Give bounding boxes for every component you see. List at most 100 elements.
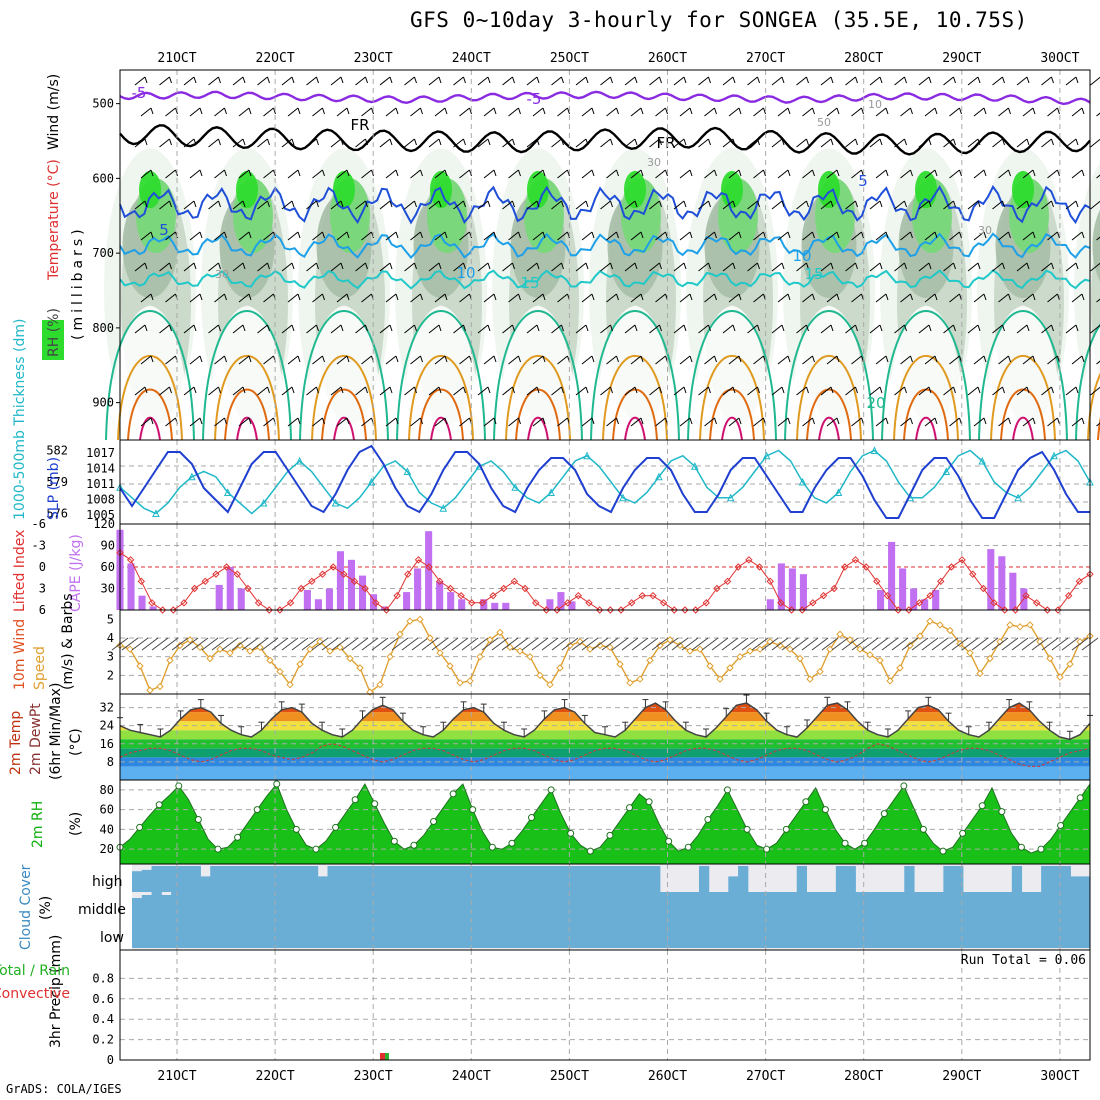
wind-barb	[967, 324, 979, 334]
wind-barb-flag	[512, 324, 515, 332]
wind-barb	[232, 386, 244, 396]
cloud-cell	[777, 922, 788, 948]
wind-barb	[820, 324, 832, 334]
cloud-cell	[1070, 876, 1081, 892]
wind-barb	[526, 262, 538, 272]
surface-wind-barb	[491, 637, 509, 651]
isotherm-dome	[139, 416, 161, 441]
wind-barb	[581, 355, 593, 365]
wind-barb-flag	[757, 324, 760, 332]
wind-barb-flag	[861, 293, 864, 301]
wind-barb-flag	[634, 262, 638, 270]
precip-tick-label: 0	[107, 1053, 114, 1067]
wind-barb	[526, 138, 538, 148]
wind-barb-flag	[1002, 324, 1005, 332]
rh-marker	[430, 818, 438, 826]
wind-barb	[1090, 386, 1100, 396]
wind-barb-flag	[836, 169, 840, 177]
cloud-cell	[1060, 892, 1071, 922]
surface-wind-barb	[251, 637, 269, 651]
wind-barb-flag	[904, 200, 907, 208]
wind-barb	[404, 386, 415, 396]
wind-barb-flag	[904, 324, 907, 332]
wind-barb-flag	[708, 386, 711, 394]
cape-legend: Lifted Index	[12, 530, 28, 612]
wind-barb-flag	[469, 107, 472, 115]
wind-barb	[459, 107, 470, 117]
wind-barb	[655, 293, 666, 303]
wind-barb	[698, 76, 709, 86]
x-tick-label-bottom: 24OCT	[452, 1069, 491, 1084]
wind-barb	[918, 262, 930, 272]
wind-barb-flag	[536, 76, 540, 84]
wind-barb-flag	[708, 76, 711, 84]
wind-barb-flag	[224, 355, 227, 363]
wind-barb	[894, 324, 905, 334]
wind-barb	[134, 76, 146, 86]
cloud-cell	[532, 922, 544, 948]
surface-wind-barb	[891, 637, 909, 651]
wind-barb	[777, 417, 789, 427]
wind-barb-flag	[616, 293, 619, 301]
wind-barb	[998, 355, 1009, 365]
surface-wind-barb	[1051, 637, 1069, 651]
thickness-marker	[367, 477, 376, 486]
surface-wind-barb	[961, 637, 979, 651]
cloud-cell	[562, 866, 573, 892]
cloud-row-high: high	[92, 874, 123, 890]
wind-barb-flag	[291, 386, 295, 394]
wind-barb	[630, 107, 642, 117]
wind-barb-flag	[316, 262, 319, 270]
wind-barb-flag	[322, 231, 325, 239]
cape-bar	[932, 589, 940, 610]
thickness-marker	[331, 498, 340, 507]
wind-marker	[566, 641, 574, 650]
cloud-cell	[239, 892, 250, 922]
wind-barb-flag	[714, 231, 717, 239]
cloud-cell	[972, 922, 983, 948]
wind-barb	[679, 107, 691, 117]
wind-barb-flag	[438, 76, 442, 84]
wind-barb	[508, 417, 519, 427]
wind-barb-flag	[659, 200, 662, 208]
wind-barb	[1047, 417, 1058, 427]
rh-shade	[624, 170, 646, 209]
wind-barb	[802, 355, 813, 365]
cloud-cell	[689, 922, 700, 948]
wind-barb-flag	[738, 417, 742, 425]
cloud-cell	[630, 866, 641, 892]
wind-barb-flag	[665, 169, 668, 177]
surface-wind-barb	[261, 637, 279, 651]
wind-barb	[551, 76, 562, 86]
cloud-cell	[523, 922, 534, 948]
wind-barb	[459, 169, 470, 179]
wind-barb	[257, 138, 268, 148]
wind-barb-flag	[218, 200, 221, 208]
isotherm-dome	[311, 355, 377, 441]
cloud-cell	[757, 922, 768, 948]
wind-barb	[722, 262, 734, 272]
wind-barb-flag	[640, 169, 644, 177]
thickness-marker	[978, 456, 987, 465]
wind-barb-flag	[297, 417, 301, 425]
wind-barb-flag	[224, 417, 227, 425]
li-marker	[489, 591, 497, 600]
wind-barb	[330, 76, 342, 86]
rh-marker	[606, 831, 614, 839]
wind-barb	[875, 169, 887, 179]
slp-tick-label: 1014	[86, 462, 115, 476]
wind-barb	[238, 169, 250, 179]
wind-legend-2: Speed	[32, 646, 48, 690]
wind-barb-flag	[861, 417, 864, 425]
wind-barb	[851, 107, 862, 117]
wind-barb	[263, 107, 274, 117]
wind-barb-flag	[365, 138, 368, 146]
wind-barb	[214, 293, 225, 303]
wind-barb-flag	[144, 262, 148, 270]
surface-wind-barb	[351, 637, 369, 651]
wind-barb-flag	[1075, 76, 1079, 84]
wind-barb	[306, 324, 317, 334]
contour-label: 5	[858, 172, 868, 190]
li-marker	[361, 584, 369, 593]
wind-barb-flag	[438, 262, 442, 270]
